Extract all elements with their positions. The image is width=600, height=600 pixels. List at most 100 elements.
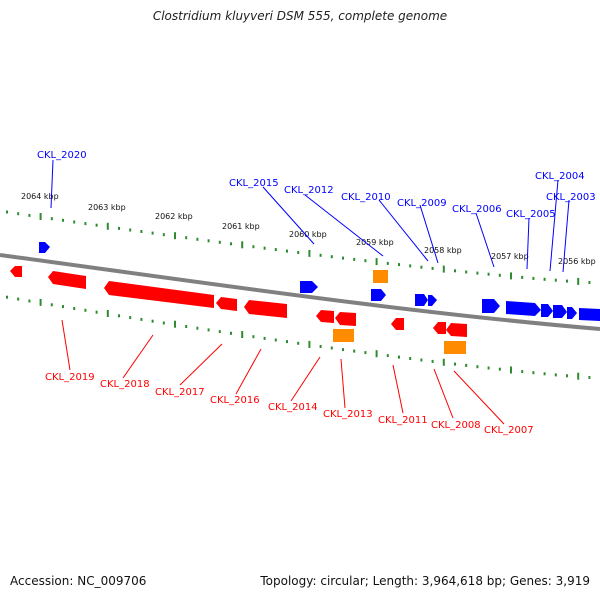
- gene-forward[interactable]: [39, 242, 50, 253]
- gene-label[interactable]: CKL_2014: [268, 402, 318, 413]
- reverse-leaders: [61, 319, 505, 425]
- ruler-minor-tick: [554, 278, 557, 282]
- ruler-minor-tick: [364, 351, 367, 355]
- gene-label[interactable]: CKL_2019: [45, 372, 95, 383]
- reverse-gene-labels: CKL_2019 CKL_2018 CKL_2017 CKL_2016 CKL_…: [45, 372, 534, 436]
- ruler-minor-tick: [476, 365, 479, 369]
- ruler-minor-tick: [62, 305, 64, 309]
- gene-label[interactable]: CKL_2006: [452, 204, 502, 215]
- gene-reverse[interactable]: [446, 323, 467, 337]
- ruler-minor-tick: [263, 246, 266, 250]
- gene-label[interactable]: CKL_2012: [284, 185, 334, 196]
- gene-forward[interactable]: [567, 307, 577, 319]
- gene-forward[interactable]: [579, 308, 600, 321]
- scale-labels: 2064 kbp 2063 kbp 2062 kbp 2061 kbp 2060…: [21, 192, 596, 266]
- gene-label[interactable]: CKL_2010: [341, 192, 391, 203]
- ruler-minor-tick: [6, 295, 8, 299]
- ruler-minor-tick: [151, 319, 154, 323]
- ruler-minor-tick: [588, 281, 591, 284]
- ruler-minor-tick: [95, 223, 98, 227]
- gene-label[interactable]: CKL_2018: [100, 379, 150, 390]
- gene-forward[interactable]: [482, 299, 500, 313]
- ruler-minor-tick: [196, 326, 199, 330]
- ruler-minor-tick: [95, 310, 98, 314]
- gene-reverse[interactable]: [10, 266, 22, 277]
- gene-reverse[interactable]: [48, 271, 86, 289]
- ruler-major-tick: [174, 320, 176, 328]
- ruler-major-tick: [174, 232, 176, 240]
- gene-label[interactable]: CKL_2013: [323, 409, 373, 420]
- page-title: Clostridium kluyveri DSM 555, complete g…: [152, 9, 448, 23]
- gene-label[interactable]: CKL_2003: [546, 192, 596, 203]
- gene-label[interactable]: CKL_2004: [535, 171, 585, 182]
- scale-label: 2064 kbp: [21, 192, 59, 201]
- gene-reverse[interactable]: [433, 322, 446, 334]
- ruler-minor-tick: [319, 345, 322, 348]
- ruler-minor-tick: [274, 338, 277, 342]
- scale-label: 2059 kbp: [356, 238, 394, 247]
- gene-reverse[interactable]: [391, 318, 404, 330]
- gene-label[interactable]: CKL_2005: [506, 209, 556, 220]
- gene-label[interactable]: CKL_2017: [155, 387, 205, 398]
- ruler-minor-tick: [420, 358, 423, 362]
- ruler-minor-tick: [364, 259, 367, 263]
- scale-label: 2061 kbp: [222, 222, 260, 231]
- inner-ruler: [6, 295, 591, 380]
- gene-reverse[interactable]: [244, 300, 287, 318]
- gene-label[interactable]: CKL_2011: [378, 415, 428, 426]
- ruler-minor-tick: [185, 236, 188, 240]
- ruler-minor-tick: [353, 257, 356, 261]
- scale-label: 2060 kbp: [289, 230, 327, 239]
- ruler-minor-tick: [521, 370, 524, 374]
- ruler-minor-tick: [476, 271, 479, 275]
- ruler-minor-tick: [274, 248, 277, 252]
- ruler-major-tick: [375, 350, 378, 358]
- scale-label: 2063 kbp: [88, 203, 126, 212]
- ruler-minor-tick: [386, 261, 389, 265]
- gene-label[interactable]: CKL_2016: [210, 395, 260, 406]
- scale-label: 2062 kbp: [155, 212, 193, 221]
- ruler-major-tick: [39, 298, 42, 306]
- gene-reverse[interactable]: [104, 281, 214, 308]
- gene-forward[interactable]: [415, 294, 428, 306]
- ruler-minor-tick: [498, 273, 501, 277]
- ruler-minor-tick: [185, 325, 188, 328]
- ruler-minor-tick: [196, 237, 199, 241]
- ruler-minor-tick: [207, 328, 210, 332]
- ruler-minor-tick: [342, 348, 344, 352]
- ruler-minor-tick: [554, 373, 557, 377]
- scale-label: 2058 kbp: [424, 246, 462, 255]
- ruler-major-tick: [241, 241, 244, 249]
- ruler-minor-tick: [398, 355, 400, 359]
- ruler-minor-tick: [151, 231, 154, 235]
- ruler-minor-tick: [386, 354, 389, 358]
- gene-reverse[interactable]: [335, 312, 356, 326]
- ruler-minor-tick: [409, 357, 412, 360]
- forward-gene-labels: CKL_2020 CKL_2015 CKL_2012 CKL_2010 CKL_…: [37, 150, 596, 220]
- outer-ruler: [6, 210, 591, 285]
- gene-label[interactable]: CKL_2007: [484, 425, 534, 436]
- gene-forward[interactable]: [428, 295, 437, 306]
- gene-rna[interactable]: [373, 270, 388, 283]
- gene-reverse[interactable]: [316, 310, 334, 323]
- ruler-minor-tick: [543, 277, 546, 281]
- ruler-minor-tick: [230, 331, 232, 335]
- ruler-minor-tick: [129, 316, 132, 320]
- gene-forward[interactable]: [371, 289, 386, 301]
- gene-forward[interactable]: [541, 304, 553, 317]
- ruler-minor-tick: [118, 226, 120, 230]
- ruler-major-tick: [577, 372, 580, 380]
- gene-label[interactable]: CKL_2008: [431, 420, 481, 431]
- gene-forward[interactable]: [506, 301, 541, 316]
- gene-forward[interactable]: [300, 281, 318, 293]
- gene-label[interactable]: CKL_2015: [229, 178, 279, 189]
- ruler-minor-tick: [140, 230, 143, 233]
- gene-rna[interactable]: [333, 329, 354, 342]
- gene-label[interactable]: CKL_2020: [37, 150, 87, 161]
- gene-forward[interactable]: [553, 305, 567, 318]
- gene-label[interactable]: CKL_2009: [397, 198, 447, 209]
- ruler-minor-tick: [50, 303, 53, 307]
- gene-reverse[interactable]: [216, 297, 237, 311]
- ruler-minor-tick: [330, 346, 333, 350]
- gene-rna[interactable]: [444, 341, 466, 354]
